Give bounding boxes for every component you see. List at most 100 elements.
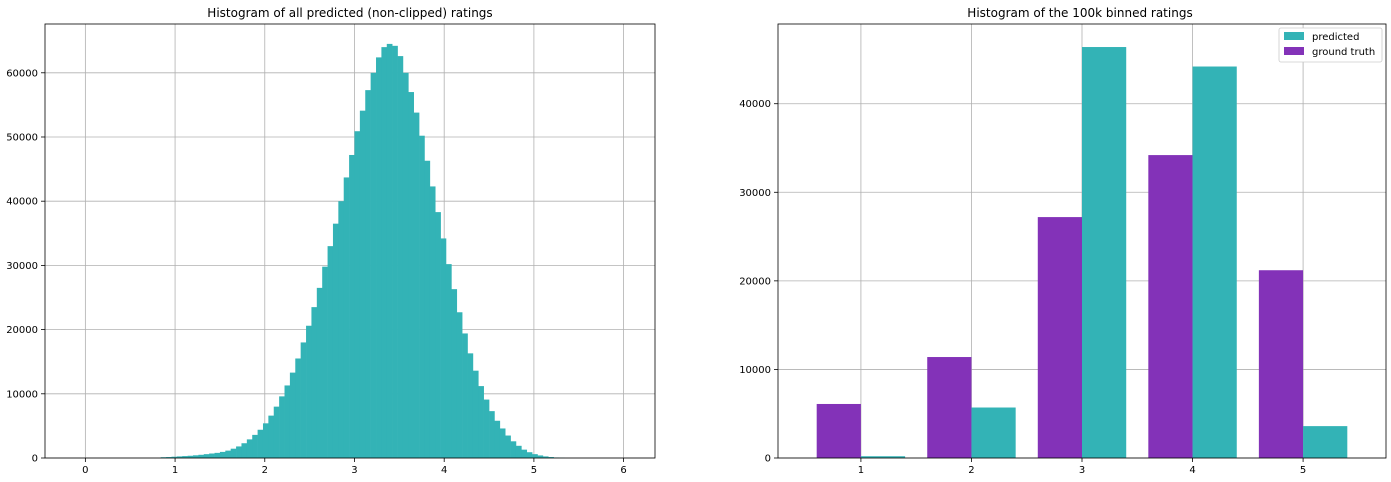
y-tick-label: 20000 (739, 276, 771, 287)
histogram-bar (289, 372, 296, 458)
histogram-bar (236, 446, 242, 458)
histogram-bar (171, 456, 178, 458)
bar-ground-truth (927, 357, 972, 458)
histogram-bar (542, 456, 549, 458)
histogram-bar (413, 112, 420, 459)
legend: predicted ground truth (1278, 27, 1383, 63)
y-tick-label: 40000 (6, 197, 38, 208)
x-tick-label: 1 (858, 465, 864, 476)
y-tick-label: 50000 (6, 132, 38, 143)
histogram-bar (349, 154, 355, 459)
histogram-bar (510, 441, 517, 458)
histogram-bar (392, 45, 398, 459)
y-tick-label: 10000 (739, 365, 771, 376)
histogram-bar (198, 454, 205, 458)
x-tick-label: 6 (620, 465, 626, 476)
histogram-bar (332, 223, 339, 458)
y-tick-label: 40000 (739, 99, 771, 110)
histogram-bar (316, 287, 323, 458)
x-tick-label: 3 (1079, 465, 1085, 476)
histogram-bar (456, 312, 463, 458)
histogram-bar (306, 325, 312, 458)
histogram-frame (44, 23, 656, 459)
histogram-bar (219, 451, 226, 458)
x-tick-label: 2 (968, 465, 974, 476)
x-tick-label: 3 (351, 465, 357, 476)
histogram-bar (386, 43, 393, 458)
histogram-bar (322, 266, 328, 458)
histogram-bar (343, 177, 350, 458)
histogram-bars (160, 43, 565, 459)
histogram-bar (279, 396, 285, 458)
histogram-bar (429, 186, 436, 458)
histogram-bar (268, 415, 275, 458)
histogram-bar (408, 92, 414, 458)
histogram-bar (176, 456, 183, 458)
histogram-bar (246, 439, 253, 458)
x-tick-label: 5 (1300, 465, 1306, 476)
histogram-bar (225, 450, 231, 458)
bar-predicted (1082, 47, 1127, 459)
histogram-bar (182, 456, 188, 458)
histogram-bar (300, 342, 307, 458)
legend-box (1278, 27, 1383, 63)
y-tick-label: 60000 (6, 68, 38, 79)
histogram-bar (187, 455, 194, 458)
bar-predicted (971, 407, 1016, 458)
y-tick-label: 30000 (6, 261, 38, 272)
histogram-bar (483, 399, 490, 458)
histogram-bar (327, 246, 334, 458)
binned-x-ticks: 1 2 3 4 5 (858, 458, 1306, 476)
histogram-bar (376, 57, 382, 459)
x-tick-label: 5 (531, 465, 537, 476)
histogram-bar (252, 434, 258, 458)
histogram-bar (262, 423, 269, 458)
bar-ground-truth (816, 403, 861, 458)
histogram-bar (467, 353, 474, 458)
bar-predicted (860, 456, 906, 458)
histogram-bar (515, 445, 522, 458)
histogram-bar (311, 307, 318, 458)
histogram-bar (241, 443, 248, 458)
bar-predicted (1192, 66, 1237, 458)
histogram-bar (273, 406, 280, 458)
legend-label-ground-truth: ground truth (1312, 47, 1375, 58)
histogram-bar (521, 449, 528, 458)
histogram-bar (451, 289, 458, 458)
histogram-bar (359, 110, 366, 458)
histogram-bar (166, 457, 172, 458)
binned-bar-chart: 1 2 3 4 5 0 10000 20000 30000 40000 Histogram of… (739, 6, 1387, 476)
histogram-bar (203, 454, 210, 458)
histogram-bar (435, 212, 441, 458)
bar-predicted (1303, 426, 1348, 458)
histogram-bar (295, 358, 301, 458)
histogram-bar (381, 47, 388, 458)
legend-swatch-ground-truth (1284, 47, 1304, 55)
histogram-bar (445, 264, 452, 458)
histogram-y-ticks: 0 10000 20000 30000 40000 50000 60000 (6, 68, 45, 465)
histogram-x-ticks: 0 1 2 3 4 5 6 (82, 458, 627, 476)
y-tick-label: 10000 (6, 389, 38, 400)
histogram-bar (257, 429, 264, 458)
histogram-bar (440, 238, 447, 458)
binned-y-ticks: 0 10000 20000 30000 40000 (739, 99, 778, 465)
histogram-bar (230, 448, 237, 458)
histogram-bar (419, 135, 425, 458)
histogram-bar (402, 72, 409, 458)
x-tick-label: 0 (82, 465, 88, 476)
histogram-bar (548, 457, 554, 458)
binned-bars (816, 47, 1348, 459)
histogram-bar (537, 455, 544, 458)
histogram-bar (526, 452, 533, 458)
histogram-bar (478, 386, 484, 458)
histogram-bar (209, 453, 215, 458)
y-tick-label: 30000 (739, 188, 771, 199)
bar-ground-truth (1037, 217, 1082, 458)
y-tick-label: 0 (32, 454, 38, 465)
histogram-bar (338, 201, 345, 459)
histogram-bar (424, 160, 431, 458)
histogram-bar (284, 385, 291, 458)
histogram-bar (354, 131, 361, 458)
